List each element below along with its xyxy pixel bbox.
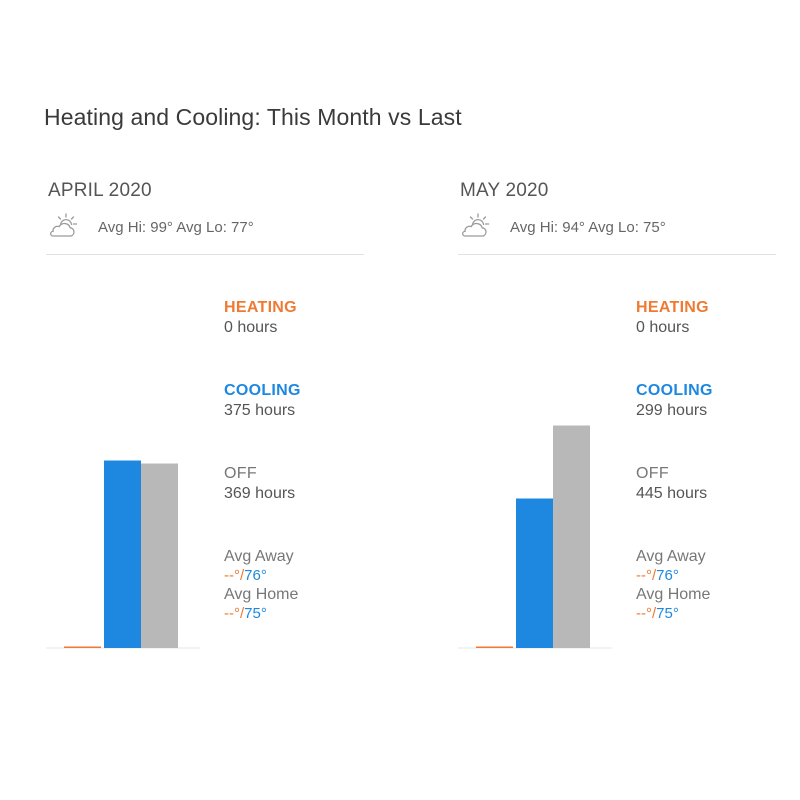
cooling-label: COOLING bbox=[636, 382, 713, 399]
heating-hours: 0 hours bbox=[636, 319, 690, 336]
avg-away-cool: 76° bbox=[656, 567, 679, 584]
avg-away-value: --°/76° bbox=[224, 567, 374, 585]
partly-cloudy-sun-icon bbox=[50, 213, 78, 237]
usage-chart bbox=[458, 425, 612, 649]
month-title: MAY 2020 bbox=[460, 180, 549, 201]
avg-away-cool: 76° bbox=[244, 567, 267, 584]
avg-away-sep: / bbox=[652, 567, 657, 584]
avg-away-value: --°/76° bbox=[636, 567, 786, 585]
avg-away-sep: / bbox=[240, 567, 245, 584]
month-panel-may: MAY 2020 Avg Hi: 94° Avg Lo: 75° HEATING… bbox=[458, 0, 788, 800]
weather-text: Avg Hi: 94° Avg Lo: 75° bbox=[510, 218, 666, 236]
off-bar bbox=[141, 463, 178, 648]
off-hours: 445 hours bbox=[636, 485, 708, 502]
off-label: OFF bbox=[224, 465, 257, 482]
cooling-label: COOLING bbox=[224, 382, 301, 399]
avg-home-label: Avg Home bbox=[224, 586, 299, 603]
partly-cloudy-sun-icon bbox=[462, 213, 490, 237]
off-bar bbox=[553, 425, 590, 648]
usage-stats: HEATING 0 hours COOLING 375 hours OFF 36… bbox=[224, 298, 374, 623]
heating-label: HEATING bbox=[224, 299, 297, 316]
divider bbox=[46, 254, 364, 255]
cooling-bar bbox=[516, 498, 553, 648]
heating-hours: 0 hours bbox=[224, 319, 278, 336]
avg-home-value: --°/75° bbox=[224, 605, 374, 623]
weather-summary: Avg Hi: 99° Avg Lo: 77° bbox=[46, 212, 254, 242]
usage-chart bbox=[46, 460, 200, 649]
heating-bar bbox=[64, 646, 101, 648]
month-title: APRIL 2020 bbox=[48, 180, 152, 201]
heating-bar bbox=[476, 646, 513, 648]
divider bbox=[458, 254, 776, 255]
cooling-hours: 375 hours bbox=[224, 402, 296, 419]
avg-home-sep: / bbox=[240, 605, 245, 622]
avg-home-label: Avg Home bbox=[636, 586, 711, 603]
avg-home-cool: 75° bbox=[244, 605, 267, 622]
avg-away-label: Avg Away bbox=[224, 548, 294, 565]
weather-summary: Avg Hi: 94° Avg Lo: 75° bbox=[458, 212, 666, 242]
usage-stats: HEATING 0 hours COOLING 299 hours OFF 44… bbox=[636, 298, 786, 623]
avg-away-heat: --° bbox=[636, 567, 652, 584]
avg-home-value: --°/75° bbox=[636, 605, 786, 623]
avg-home-cool: 75° bbox=[656, 605, 679, 622]
cooling-bar bbox=[104, 460, 141, 648]
page-title: Heating and Cooling: This Month vs Last bbox=[44, 104, 462, 130]
cooling-hours: 299 hours bbox=[636, 402, 708, 419]
heating-label: HEATING bbox=[636, 299, 709, 316]
off-hours: 369 hours bbox=[224, 485, 296, 502]
avg-home-heat: --° bbox=[224, 605, 240, 622]
avg-away-label: Avg Away bbox=[636, 548, 706, 565]
off-label: OFF bbox=[636, 465, 669, 482]
avg-home-sep: / bbox=[652, 605, 657, 622]
avg-away-heat: --° bbox=[224, 567, 240, 584]
avg-home-heat: --° bbox=[636, 605, 652, 622]
weather-text: Avg Hi: 99° Avg Lo: 77° bbox=[98, 218, 254, 236]
month-panel-april: APRIL 2020 Avg Hi: 99° Avg Lo: 77° HEATI… bbox=[46, 0, 376, 800]
